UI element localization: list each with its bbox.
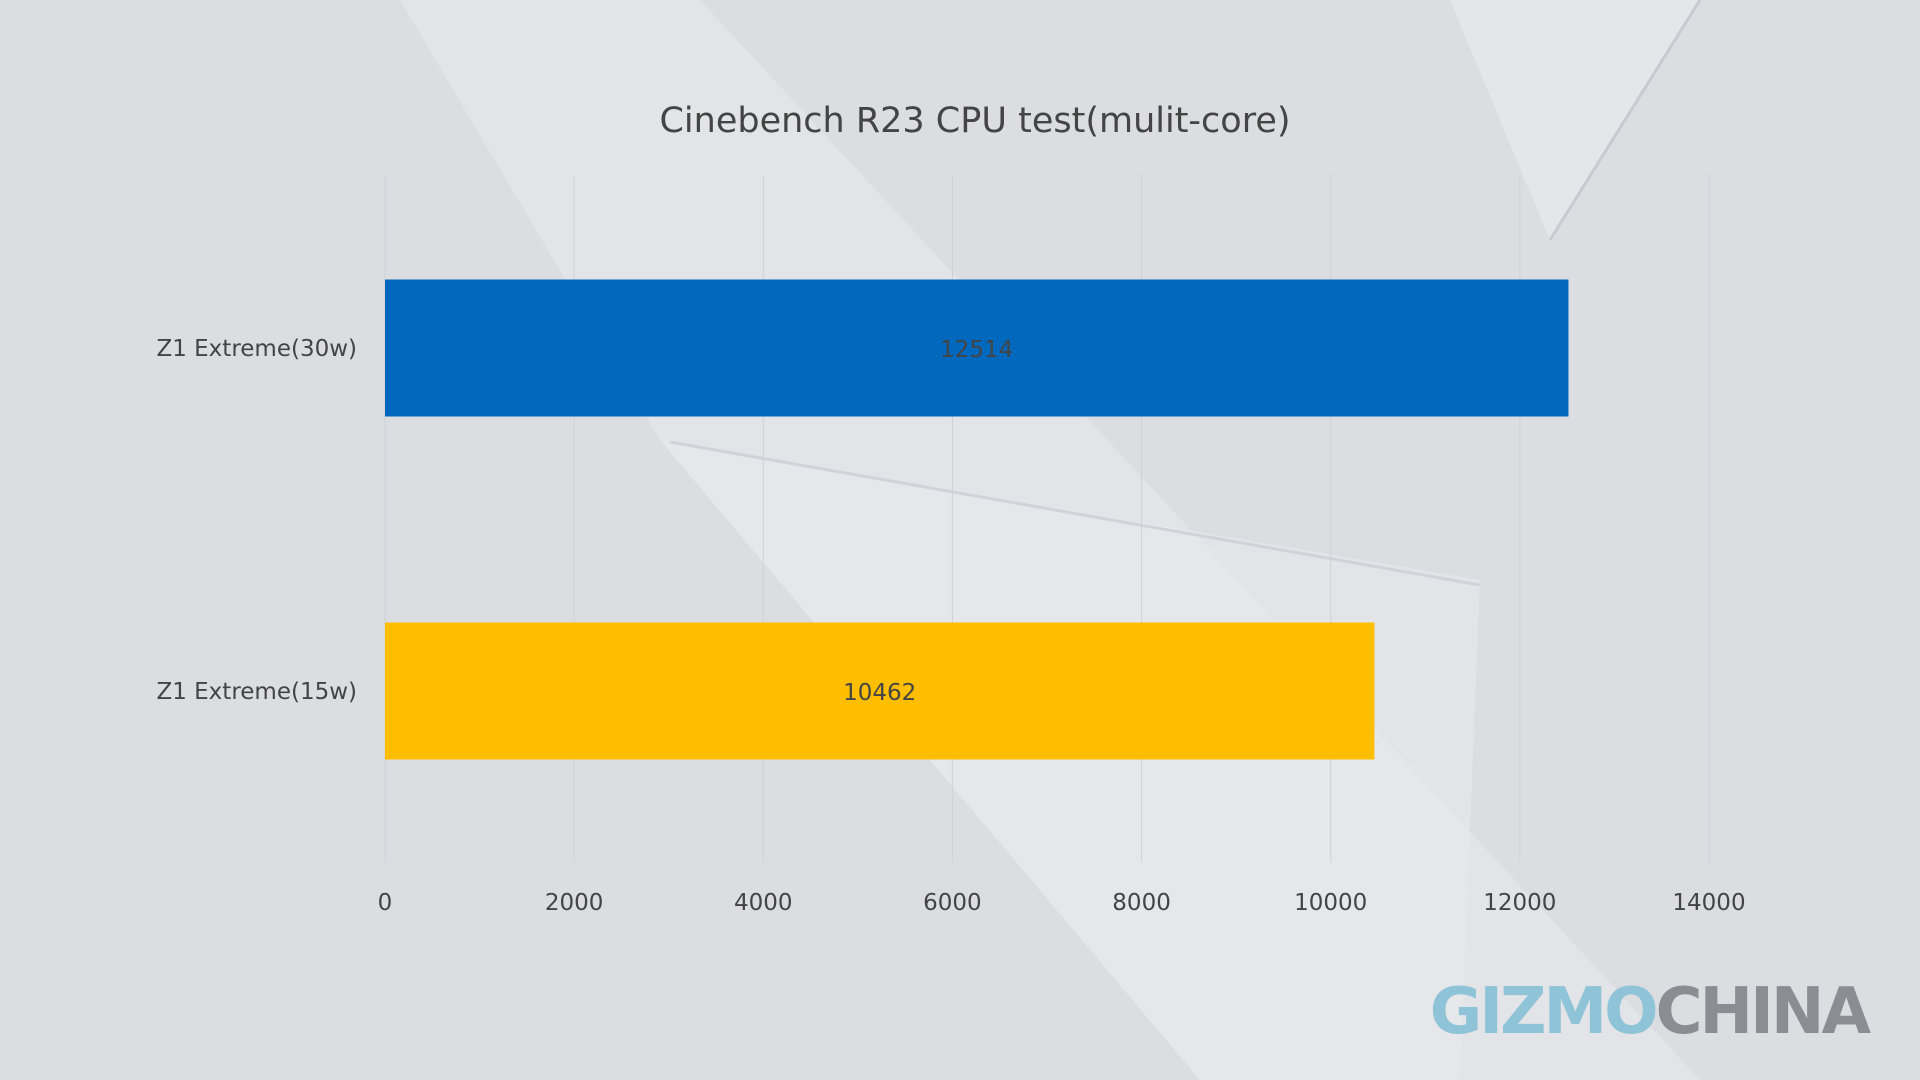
background-decoration (400, 0, 1702, 1080)
watermark-china: CHINA (1655, 975, 1871, 1049)
bar-z1-extreme-30w (385, 279, 1569, 417)
bar-value-label: 12514 (940, 337, 1013, 363)
x-axis-ticks: 0 2000 4000 6000 8000 10000 12000 14000 (378, 890, 1746, 916)
watermark-gizmo: GIZMO (1429, 975, 1659, 1049)
x-tick-label-4000: 4000 (734, 890, 793, 916)
x-tick-label-6000: 6000 (923, 890, 982, 916)
gizmochina-watermark: GIZMOCHINA (1430, 980, 1871, 1044)
category-label: Z1 Extreme(30w) (156, 336, 357, 362)
x-tick-label-2000: 2000 (545, 890, 604, 916)
category-label: Z1 Extreme(15w) (156, 679, 357, 705)
bar-value-label: 10462 (843, 680, 916, 706)
x-tick-label-14000: 14000 (1672, 890, 1745, 916)
chart-title: Cinebench R23 CPU test(mulit-core) (659, 101, 1290, 141)
x-tick-label-12000: 12000 (1483, 890, 1556, 916)
category-labels: Z1 Extreme(30w) Z1 Extreme(15w) (156, 336, 357, 705)
bars (385, 279, 1569, 760)
x-tick-label-8000: 8000 (1112, 890, 1171, 916)
bar-value-labels: 12514 10462 (843, 337, 1013, 706)
bar-z1-extreme-15w (385, 622, 1375, 760)
x-tick-label-10000: 10000 (1294, 890, 1367, 916)
x-tick-label-0: 0 (378, 890, 393, 916)
